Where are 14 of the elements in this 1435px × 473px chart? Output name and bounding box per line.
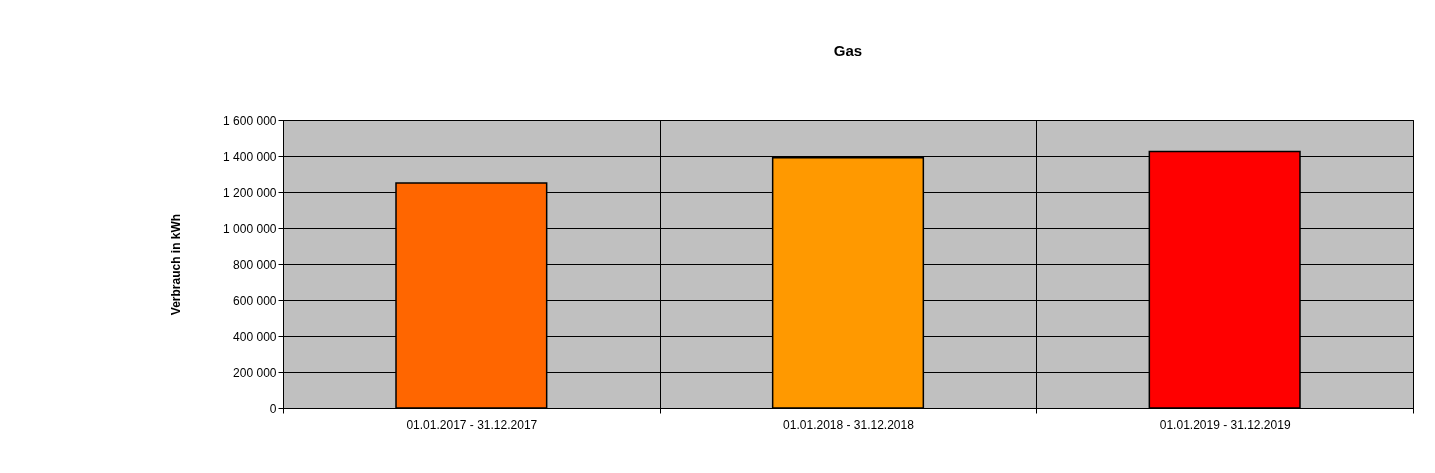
y-tick-label: 600 000 <box>233 293 277 308</box>
y-tick-label: 400 000 <box>233 329 277 344</box>
y-tick-label: 1 600 000 <box>223 113 277 128</box>
x-tick-label: 01.01.2019 - 31.12.2019 <box>1159 417 1291 432</box>
x-tick-label: 01.01.2018 - 31.12.2018 <box>783 417 915 432</box>
y-tick-label: 200 000 <box>233 365 277 380</box>
x-tick-label: 01.01.2017 - 31.12.2017 <box>406 417 538 432</box>
y-tick-label: 1 200 000 <box>223 185 277 200</box>
y-tick-label: 0 <box>269 401 277 416</box>
chart-title: Gas <box>833 42 863 59</box>
y-tick-label: 1 400 000 <box>223 149 277 164</box>
y-tick-label: 1 000 000 <box>223 221 277 236</box>
y-axis-title: Verbrauch in kWh <box>169 213 184 316</box>
y-tick-label: 800 000 <box>233 257 277 272</box>
